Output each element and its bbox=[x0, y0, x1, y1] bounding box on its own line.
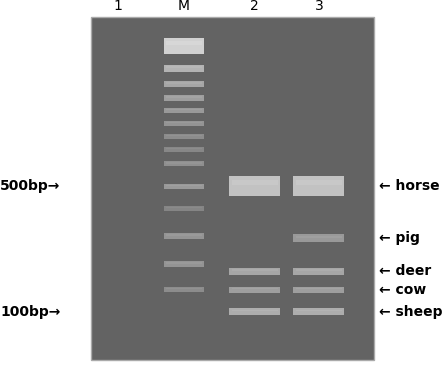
Bar bbox=[164, 65, 204, 72]
Bar bbox=[293, 268, 345, 275]
Bar bbox=[164, 184, 204, 189]
Bar bbox=[164, 233, 204, 239]
Bar bbox=[229, 268, 280, 275]
Bar bbox=[229, 308, 280, 315]
Bar bbox=[229, 176, 280, 196]
Bar bbox=[164, 134, 204, 139]
Bar bbox=[164, 81, 204, 87]
Bar bbox=[164, 38, 204, 54]
Bar bbox=[166, 162, 202, 163]
Text: ← deer: ← deer bbox=[379, 264, 431, 278]
Bar bbox=[293, 287, 345, 293]
Bar bbox=[296, 235, 342, 238]
Bar bbox=[166, 109, 202, 110]
Text: 2: 2 bbox=[250, 0, 259, 13]
Bar bbox=[296, 310, 342, 311]
Bar bbox=[293, 176, 345, 196]
Bar bbox=[232, 310, 278, 311]
Text: ← pig: ← pig bbox=[379, 231, 420, 245]
Text: 500bp→: 500bp→ bbox=[0, 179, 60, 193]
Bar bbox=[164, 261, 204, 267]
Bar bbox=[164, 147, 204, 152]
Bar bbox=[293, 234, 345, 242]
Text: 3: 3 bbox=[315, 0, 323, 13]
Bar bbox=[164, 108, 204, 113]
Bar bbox=[166, 122, 202, 123]
Bar bbox=[232, 180, 278, 185]
Bar bbox=[164, 287, 204, 292]
Bar bbox=[232, 269, 278, 271]
Bar bbox=[166, 288, 202, 289]
Bar bbox=[166, 96, 202, 97]
Text: ← horse: ← horse bbox=[379, 179, 439, 193]
Bar bbox=[166, 185, 202, 186]
Bar bbox=[232, 288, 278, 289]
Bar bbox=[296, 288, 342, 289]
Text: ← cow: ← cow bbox=[379, 283, 426, 297]
Bar bbox=[229, 287, 280, 293]
Bar bbox=[296, 180, 342, 185]
Bar bbox=[296, 269, 342, 271]
Bar bbox=[166, 207, 202, 208]
Bar bbox=[164, 121, 204, 126]
Bar bbox=[166, 135, 202, 136]
FancyBboxPatch shape bbox=[91, 17, 374, 360]
Bar bbox=[166, 262, 202, 263]
Bar bbox=[293, 308, 345, 315]
Bar bbox=[164, 95, 204, 101]
Bar bbox=[164, 161, 204, 166]
Bar bbox=[166, 82, 202, 84]
Text: ← sheep: ← sheep bbox=[379, 305, 442, 319]
Text: M: M bbox=[178, 0, 190, 13]
Bar bbox=[166, 41, 202, 45]
Text: 1: 1 bbox=[113, 0, 122, 13]
Bar bbox=[166, 66, 202, 68]
Bar bbox=[166, 234, 202, 236]
Text: 100bp→: 100bp→ bbox=[0, 305, 60, 319]
Bar bbox=[164, 206, 204, 211]
Bar bbox=[166, 148, 202, 149]
